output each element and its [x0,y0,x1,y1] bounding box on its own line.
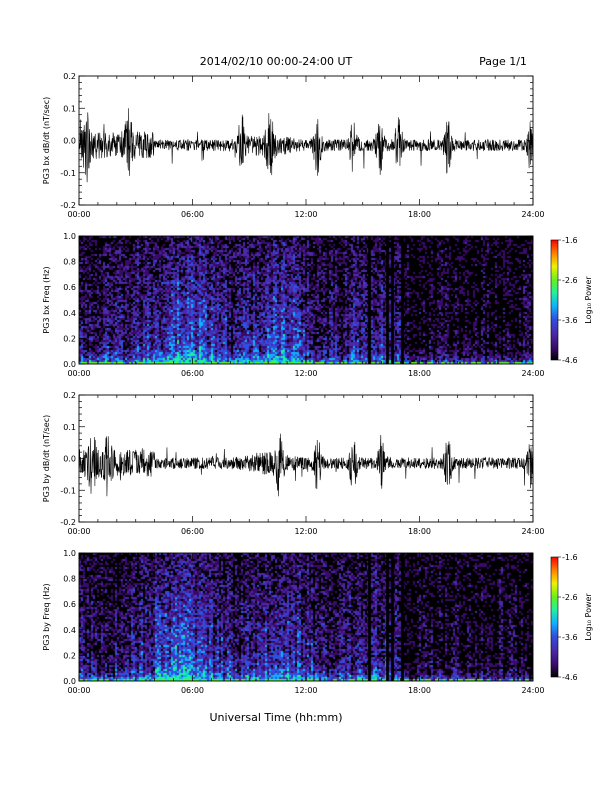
pg3-bx-freq-colorbar [550,239,559,361]
y-tick-label: -0.2 [60,201,76,210]
page-title: 2014/02/10 00:00-24:00 UT [200,55,353,68]
colorbar-label: Log₁₀ Power [584,276,593,324]
x-tick-label: 06:00 [181,686,204,695]
pg3-by-dbdt-ylabel: PG3 by dB/dt (nT/sec) [42,415,51,502]
x-tick-label: 18:00 [408,527,431,536]
y-tick-label: 0.0 [63,455,76,464]
y-tick-label: 0.6 [63,600,76,609]
y-tick-label: 0.4 [63,309,76,318]
x-tick-label: 06:00 [181,369,204,378]
pg3-bx-dbdt-trace [78,108,534,183]
x-tick-label: 18:00 [408,369,431,378]
x-tick-label: 24:00 [521,210,544,219]
x-tick-label: 12:00 [294,369,317,378]
y-tick-label: 0.8 [63,258,76,267]
pg3-by-freq-panel: 0.0 0.2 0.4 0.6 0.8 1.0 -1.6 -2.6 -3.6 -4.6 Log₁₀ … [42,549,593,695]
pg3-bx-dbdt-panel: -0.2 -0.1 0.0 0.1 0.2 00:00 06:00 12:00 18:00 24:… [42,72,545,219]
panels: -0.2 -0.1 0.0 0.1 0.2 00:00 06:00 12:00 18:00 24:… [42,72,593,695]
colorbar-tick-label: -4.6 [562,356,578,365]
x-tick-label: 00:00 [67,369,90,378]
colorbar-tick-label: -1.6 [562,236,578,245]
y-tick-label: 0.2 [63,391,76,400]
pg3-by-freq-colorbar [550,556,559,678]
page-number: Page 1/1 [479,55,527,68]
x-tick-label: 24:00 [521,369,544,378]
x-tick-label: 18:00 [408,686,431,695]
y-tick-label: 1.0 [63,232,76,241]
y-tick-label: 0.6 [63,283,76,292]
pg3-bx-dbdt-ylabel: PG3 bx dB/dt (nT/sec) [42,97,51,184]
y-tick-label: -0.2 [60,518,76,527]
y-tick-label: 0.0 [63,677,76,686]
y-tick-label: 0.1 [63,104,76,113]
colorbar-tick-label: -3.6 [562,316,578,325]
x-tick-label: 06:00 [181,527,204,536]
x-tick-label: 12:00 [294,686,317,695]
x-tick-label: 00:00 [67,686,90,695]
pg3-bx-freq-spectrogram [79,236,533,364]
x-axis-title: Universal Time (hh:mm) [210,711,343,724]
pg3-by-dbdt-panel: -0.2 -0.1 0.0 0.1 0.2 00:00 06:00 12:00 18:00 24:… [42,391,545,536]
x-tick-label: 00:00 [67,527,90,536]
colorbar-tick-label: -2.6 [562,276,578,285]
y-tick-label: 0.4 [63,626,76,635]
colorbar-label: Log₁₀ Power [584,593,593,641]
x-tick-label: 24:00 [521,527,544,536]
y-tick-label: 1.0 [63,549,76,558]
x-tick-label: 12:00 [294,527,317,536]
colorbar-tick-label: -2.6 [562,593,578,602]
colorbar-tick-label: -1.6 [562,553,578,562]
y-tick-label: 0.0 [63,137,76,146]
y-tick-label: 0.2 [63,334,76,343]
colorbar-tick-label: -4.6 [562,673,578,682]
pg3-bx-freq-panel: 0.0 0.2 0.4 0.6 0.8 1.0 -1.6 -2.6 -3.6 -4.6 Log₁₀ … [42,232,593,378]
x-tick-label: 24:00 [521,686,544,695]
pg3-by-dbdt-trace [78,433,534,497]
pg3-by-freq-ylabel: PG3 by Freq (Hz) [42,583,51,650]
y-tick-label: 0.1 [63,423,76,432]
pg3-bx-freq-ylabel: PG3 bx Freq (Hz) [42,266,51,333]
y-tick-label: 0.0 [63,360,76,369]
x-tick-label: 06:00 [181,210,204,219]
x-tick-label: 00:00 [67,210,90,219]
y-tick-label: -0.1 [60,486,76,495]
colorbar-tick-label: -3.6 [562,633,578,642]
y-tick-label: 0.2 [63,651,76,660]
y-tick-label: 0.2 [63,72,76,81]
x-tick-label: 12:00 [294,210,317,219]
pg3-by-freq-spectrogram [79,553,533,681]
y-tick-label: -0.1 [60,169,76,178]
y-tick-label: 0.8 [63,575,76,584]
x-tick-label: 18:00 [408,210,431,219]
